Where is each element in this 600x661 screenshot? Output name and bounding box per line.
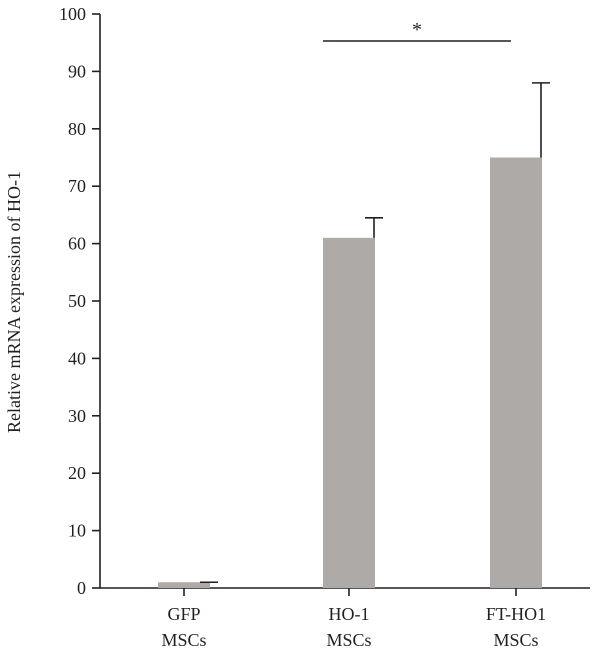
bar [158,582,210,588]
bar [490,157,542,588]
x-tick-label-line: GFP [167,604,200,624]
x-tick-label: FT-HO1 MSCs [486,604,546,650]
y-tick-label: 40 [68,348,86,368]
x-tick-label-line: MSCs [161,630,206,650]
y-axis: 0 10 20 30 40 50 60 70 80 90 100 [59,4,101,598]
x-axis: GFP MSCs HO-1 MSCs FT-HO1 MSCs [100,587,590,650]
significance-marker: * [412,19,422,41]
x-tick-label-line: HO-1 [329,604,370,624]
error-bars [200,82,550,584]
y-tick-label: 70 [68,176,86,196]
y-tick-label: 50 [68,291,86,311]
x-tick-label: GFP MSCs [161,604,206,650]
y-tick-label: 10 [68,521,86,541]
bar [323,237,375,589]
bars [158,157,542,589]
x-tick-label-line: FT-HO1 [486,604,546,624]
x-tick-label: HO-1 MSCs [326,604,371,650]
y-tick-label: 60 [68,234,86,254]
y-tick-label: 20 [68,463,86,483]
y-tick-label: 80 [68,119,86,139]
y-tick-label: 90 [68,61,86,81]
y-axis-title: Relative mRNA expression of HO-1 [4,171,24,433]
y-tick-label: 0 [77,578,86,598]
y-tick-label: 100 [59,4,86,24]
x-tick-label-line: MSCs [326,630,371,650]
y-tick-label: 30 [68,406,86,426]
significance-annotations: * [323,19,511,42]
x-tick-label-line: MSCs [493,630,538,650]
